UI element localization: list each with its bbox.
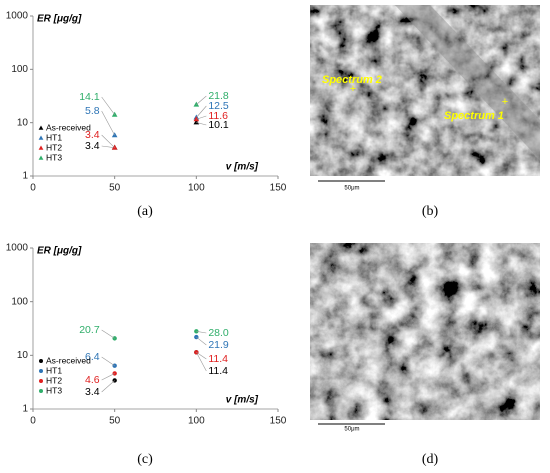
data-label: 12.5 [208,100,229,112]
leader-line [196,331,207,334]
legend-marker [39,369,43,373]
leader-line [196,95,207,105]
y-tick-label: 1000 [6,11,29,22]
y-tick-label: 1000 [6,243,29,254]
sem-band [395,5,540,160]
caption: (b) [422,204,439,219]
legend-label: HT3 [46,385,62,395]
data-label: 3.4 [85,140,100,152]
legend-label: HT3 [46,152,62,162]
data-label: 6.4 [85,351,100,363]
y-tick-label: 10 [17,117,29,128]
leader-line [101,329,115,339]
chart: 1 10 100 1000 0 50 100 150 ER [μg/g] v [m/s] (c) 3.… [6,243,287,468]
x-tick-label: 0 [30,416,36,427]
marker [194,329,199,334]
x-tick-label: 150 [270,416,287,427]
data-label: 11.4 [208,353,228,365]
data-label: 14.1 [79,91,100,103]
chart: 1 10 100 1000 0 50 100 150 ER [μg/g] v [m/s] (a) 3.… [6,11,287,220]
y-tick-label: 1 [22,404,28,415]
scale-label: 50μm [344,427,359,433]
leader-line [196,105,207,118]
y-tick-label: 100 [11,64,28,75]
marker [193,116,200,122]
data-label: 4.6 [85,374,100,386]
legend-label: As-received [46,122,91,132]
legend-marker [39,359,43,363]
sem-image [310,243,540,431]
legend-label: As-received [46,355,91,365]
legend-marker [38,135,44,140]
micrograph: 50μm (d) [310,243,540,467]
leader-line [196,336,207,346]
spectrum-label: Spectrum 1 [444,110,504,122]
leader-line [101,380,115,393]
x-tick-label: 150 [270,183,287,194]
legend-label: HT1 [46,365,62,375]
marker [112,371,117,376]
scale-label: 50μm [344,186,359,192]
leader-line [101,96,115,115]
legend-marker [38,145,44,150]
x-axis-label: v [m/s] [226,395,259,406]
data-label: 21.8 [208,90,229,102]
x-tick-label: 0 [30,183,36,194]
x-tick-label: 50 [109,183,121,194]
data-label: 10.1 [208,119,229,131]
sem-image [310,5,540,195]
x-tick-label: 100 [188,183,205,194]
legend-label: HT2 [46,142,62,152]
marker [111,144,118,150]
data-label: 11.6 [208,110,228,122]
scale-strip [310,420,540,432]
leader-line [101,373,115,381]
y-tick-label: 100 [11,296,28,307]
leader-line [101,356,115,366]
legend-marker [39,379,43,383]
x-tick-label: 100 [188,416,205,427]
data-label: 3.4 [85,386,100,398]
legend-label: HT1 [46,132,62,142]
data-label: 3.4 [85,129,100,141]
data-label: 5.8 [85,105,100,117]
x-axis-label: v [m/s] [226,162,259,173]
y-tick-label: 1 [22,171,28,182]
leader-line [101,134,115,148]
y-axis-label: ER [μg/g] [37,246,82,257]
leader-line [101,145,115,148]
micrograph: 50μm Spectrum 2 + Spectrum 1 + (b) [310,5,540,219]
marker [194,350,199,355]
spectrum-marker: + [502,96,508,108]
legend-marker [39,389,43,393]
y-axis-label: ER [μg/g] [37,14,82,25]
legend-label: HT2 [46,375,62,385]
data-label: 20.7 [79,324,100,336]
caption: (d) [422,452,439,467]
caption: (c) [137,452,153,467]
caption: (a) [137,204,153,219]
leader-line [196,122,207,126]
legend-marker [38,125,44,130]
data-label: 28.0 [208,327,229,339]
marker [193,119,200,125]
spectrum-marker: + [350,83,356,95]
data-label: 11.4 [208,365,228,377]
leader-line [196,115,207,120]
leader-line [196,352,207,372]
x-tick-label: 50 [109,416,121,427]
spectrum-label: Spectrum 2 [322,74,382,86]
y-tick-label: 10 [17,350,29,361]
data-label: 21.9 [208,339,229,351]
leader-line [101,110,115,136]
legend-marker [38,155,44,160]
marker [193,101,200,107]
leader-line [196,352,207,360]
